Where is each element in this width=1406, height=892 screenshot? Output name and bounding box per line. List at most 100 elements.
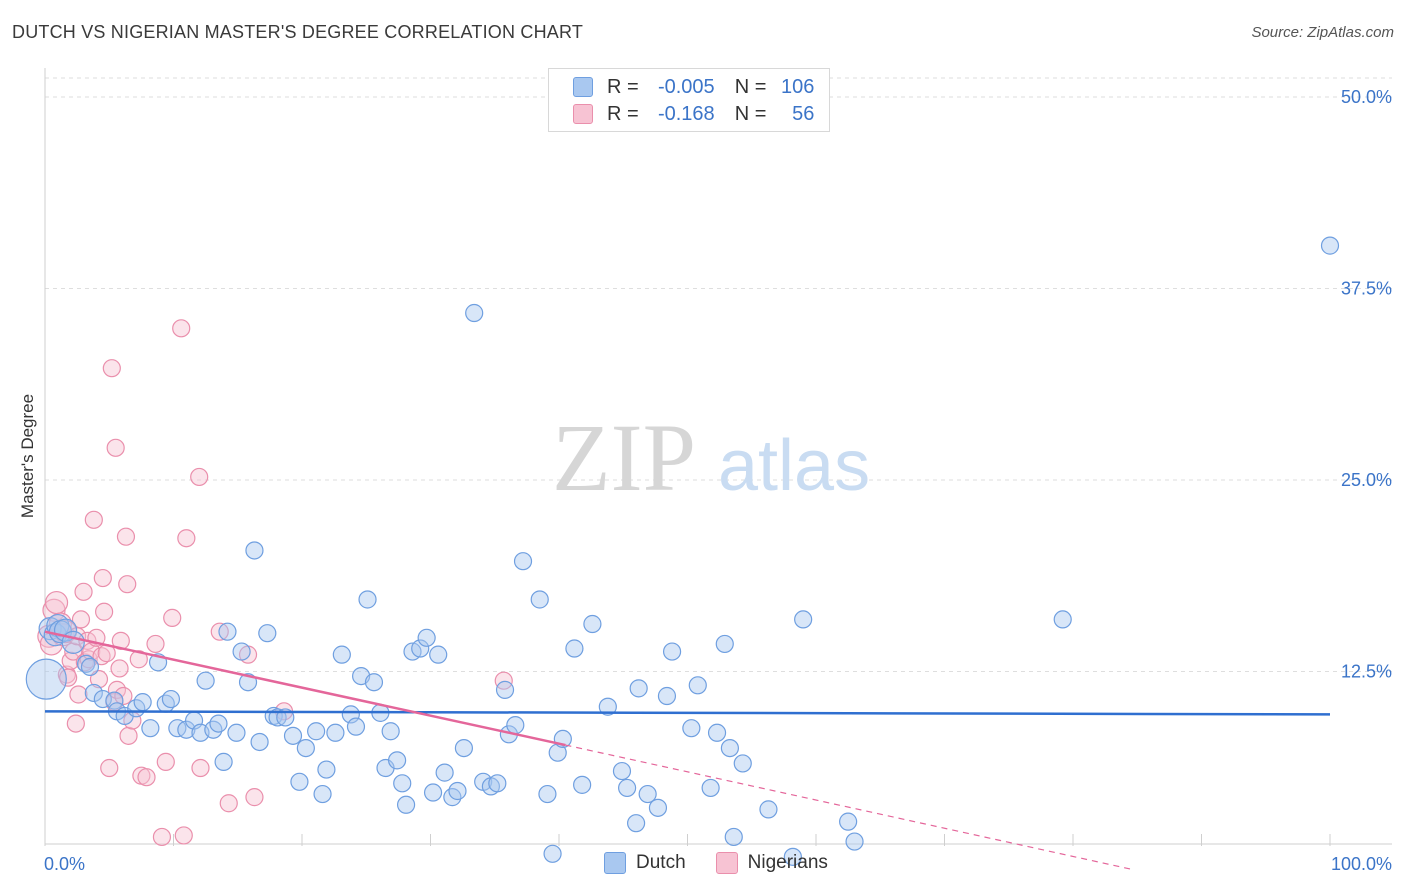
series-legend-nigerians[interactable]: Nigerians [715,852,828,874]
y-tick-label: 50.0% [1341,87,1392,107]
nigerians-point [116,527,136,546]
watermark: ZIP atlas [552,404,870,511]
dutch-point [626,814,646,833]
dutch-point [688,676,707,695]
dutch-point [618,778,637,798]
axes [44,68,1392,846]
dutch-point [1053,610,1072,629]
dutch-point [25,658,67,700]
source-label: Source: ZipAtlas.com [1251,24,1394,41]
dutch-point [177,720,196,739]
dutch-point [326,723,345,742]
dutch-point [513,552,533,571]
nigerians-point [100,758,119,778]
dutch-point [682,719,701,738]
dutch-point [307,722,326,741]
nigerians-point [93,568,112,588]
dutch-point [196,671,215,690]
nigerians-point [245,788,264,807]
trend-lines [44,630,1331,870]
nigerians-point [494,671,513,690]
nigerians-point [114,686,133,706]
nigerians-point [191,758,210,778]
dutch-point [724,827,743,847]
dutch-point [133,693,152,712]
series-legend-dutch[interactable]: Dutch [604,852,686,874]
dutch-point [794,610,813,629]
x-tick-label-min: 0.0% [44,854,85,874]
dutch-point [358,590,377,609]
dutch-point [720,738,740,758]
dutch-point [227,723,246,742]
dutch-point [381,722,400,741]
nigerians-point [64,642,83,661]
dutch-point [839,812,858,831]
dutch-point [61,630,85,654]
dutch-point [657,686,677,706]
dutch-point [783,847,802,866]
nigerians-point [74,582,93,601]
dutch-point [218,622,237,641]
nigerians-point [210,622,229,641]
series-legend: Dutch Nigerians [604,852,858,874]
dutch-point [707,723,727,742]
y-tick-label: 37.5% [1341,279,1392,299]
dutch-point [168,719,187,738]
dutch-point [543,844,562,863]
legend-swatch-dutch [573,77,593,97]
dutch-point [448,781,467,801]
dutch-point [495,680,515,699]
correlation-legend: R = -0.005 N = 106 R = -0.168 N = 56 [548,68,830,132]
legend-n-label: N = [734,75,767,98]
dutch-point [258,624,277,643]
legend-r-label: R = [607,75,639,98]
dutch-point [80,657,100,677]
legend-n-value: 106 [781,75,815,98]
dutch-point [429,645,448,664]
nigerians-point [69,685,88,704]
dutch-point [245,541,264,560]
dutch-point [393,774,412,793]
dutch-point [232,642,251,661]
nigerians-point [89,670,109,689]
tick-labels: 12.5% 25.0% 37.5% 50.0% 0.0% 100.0% [44,87,1392,874]
legend-r-value: -0.005 [657,75,715,98]
dutch-point [435,763,454,782]
nigerians-point [71,610,91,629]
dutch-point [506,716,525,735]
dutch-point [845,832,864,851]
dutch-point [638,784,657,804]
nigerians-point [174,826,193,845]
watermark-zip: ZIP [552,404,696,511]
dutch-point [612,761,632,781]
nigerians-trend-line [44,630,566,747]
dutch-point [411,639,430,658]
x-tick-label-max: 100.0% [1331,854,1392,874]
chart-title: DUTCH VS NIGERIAN MASTER'S DEGREE CORREL… [12,22,584,42]
dutch-point [662,642,682,661]
nigerians-point [152,827,172,847]
dutch-point [1320,236,1340,255]
dutch-point [530,590,549,609]
legend-r-label: R = [607,102,639,125]
series-label-nigerians: Nigerians [747,852,828,873]
y-tick-label: 25.0% [1341,470,1392,490]
nigerians-point [118,575,137,594]
legend-row-dutch: R = -0.005 N = 106 [573,75,814,99]
series-label-dutch: Dutch [636,852,686,873]
nigerians-point [92,647,111,666]
nigerians-point [119,726,138,745]
dutch-point [313,784,332,804]
dutch-point [84,683,103,703]
dutch-point [276,708,295,727]
dutch-point [290,772,309,791]
dutch-point [538,784,557,804]
grid-lines [45,77,1392,672]
legend-r-value: -0.168 [657,102,715,125]
dutch-point [283,726,303,745]
dutch-point [488,774,507,793]
nigerians-point [129,650,148,669]
dutch-points [25,236,1340,866]
dutch-point [209,714,228,733]
